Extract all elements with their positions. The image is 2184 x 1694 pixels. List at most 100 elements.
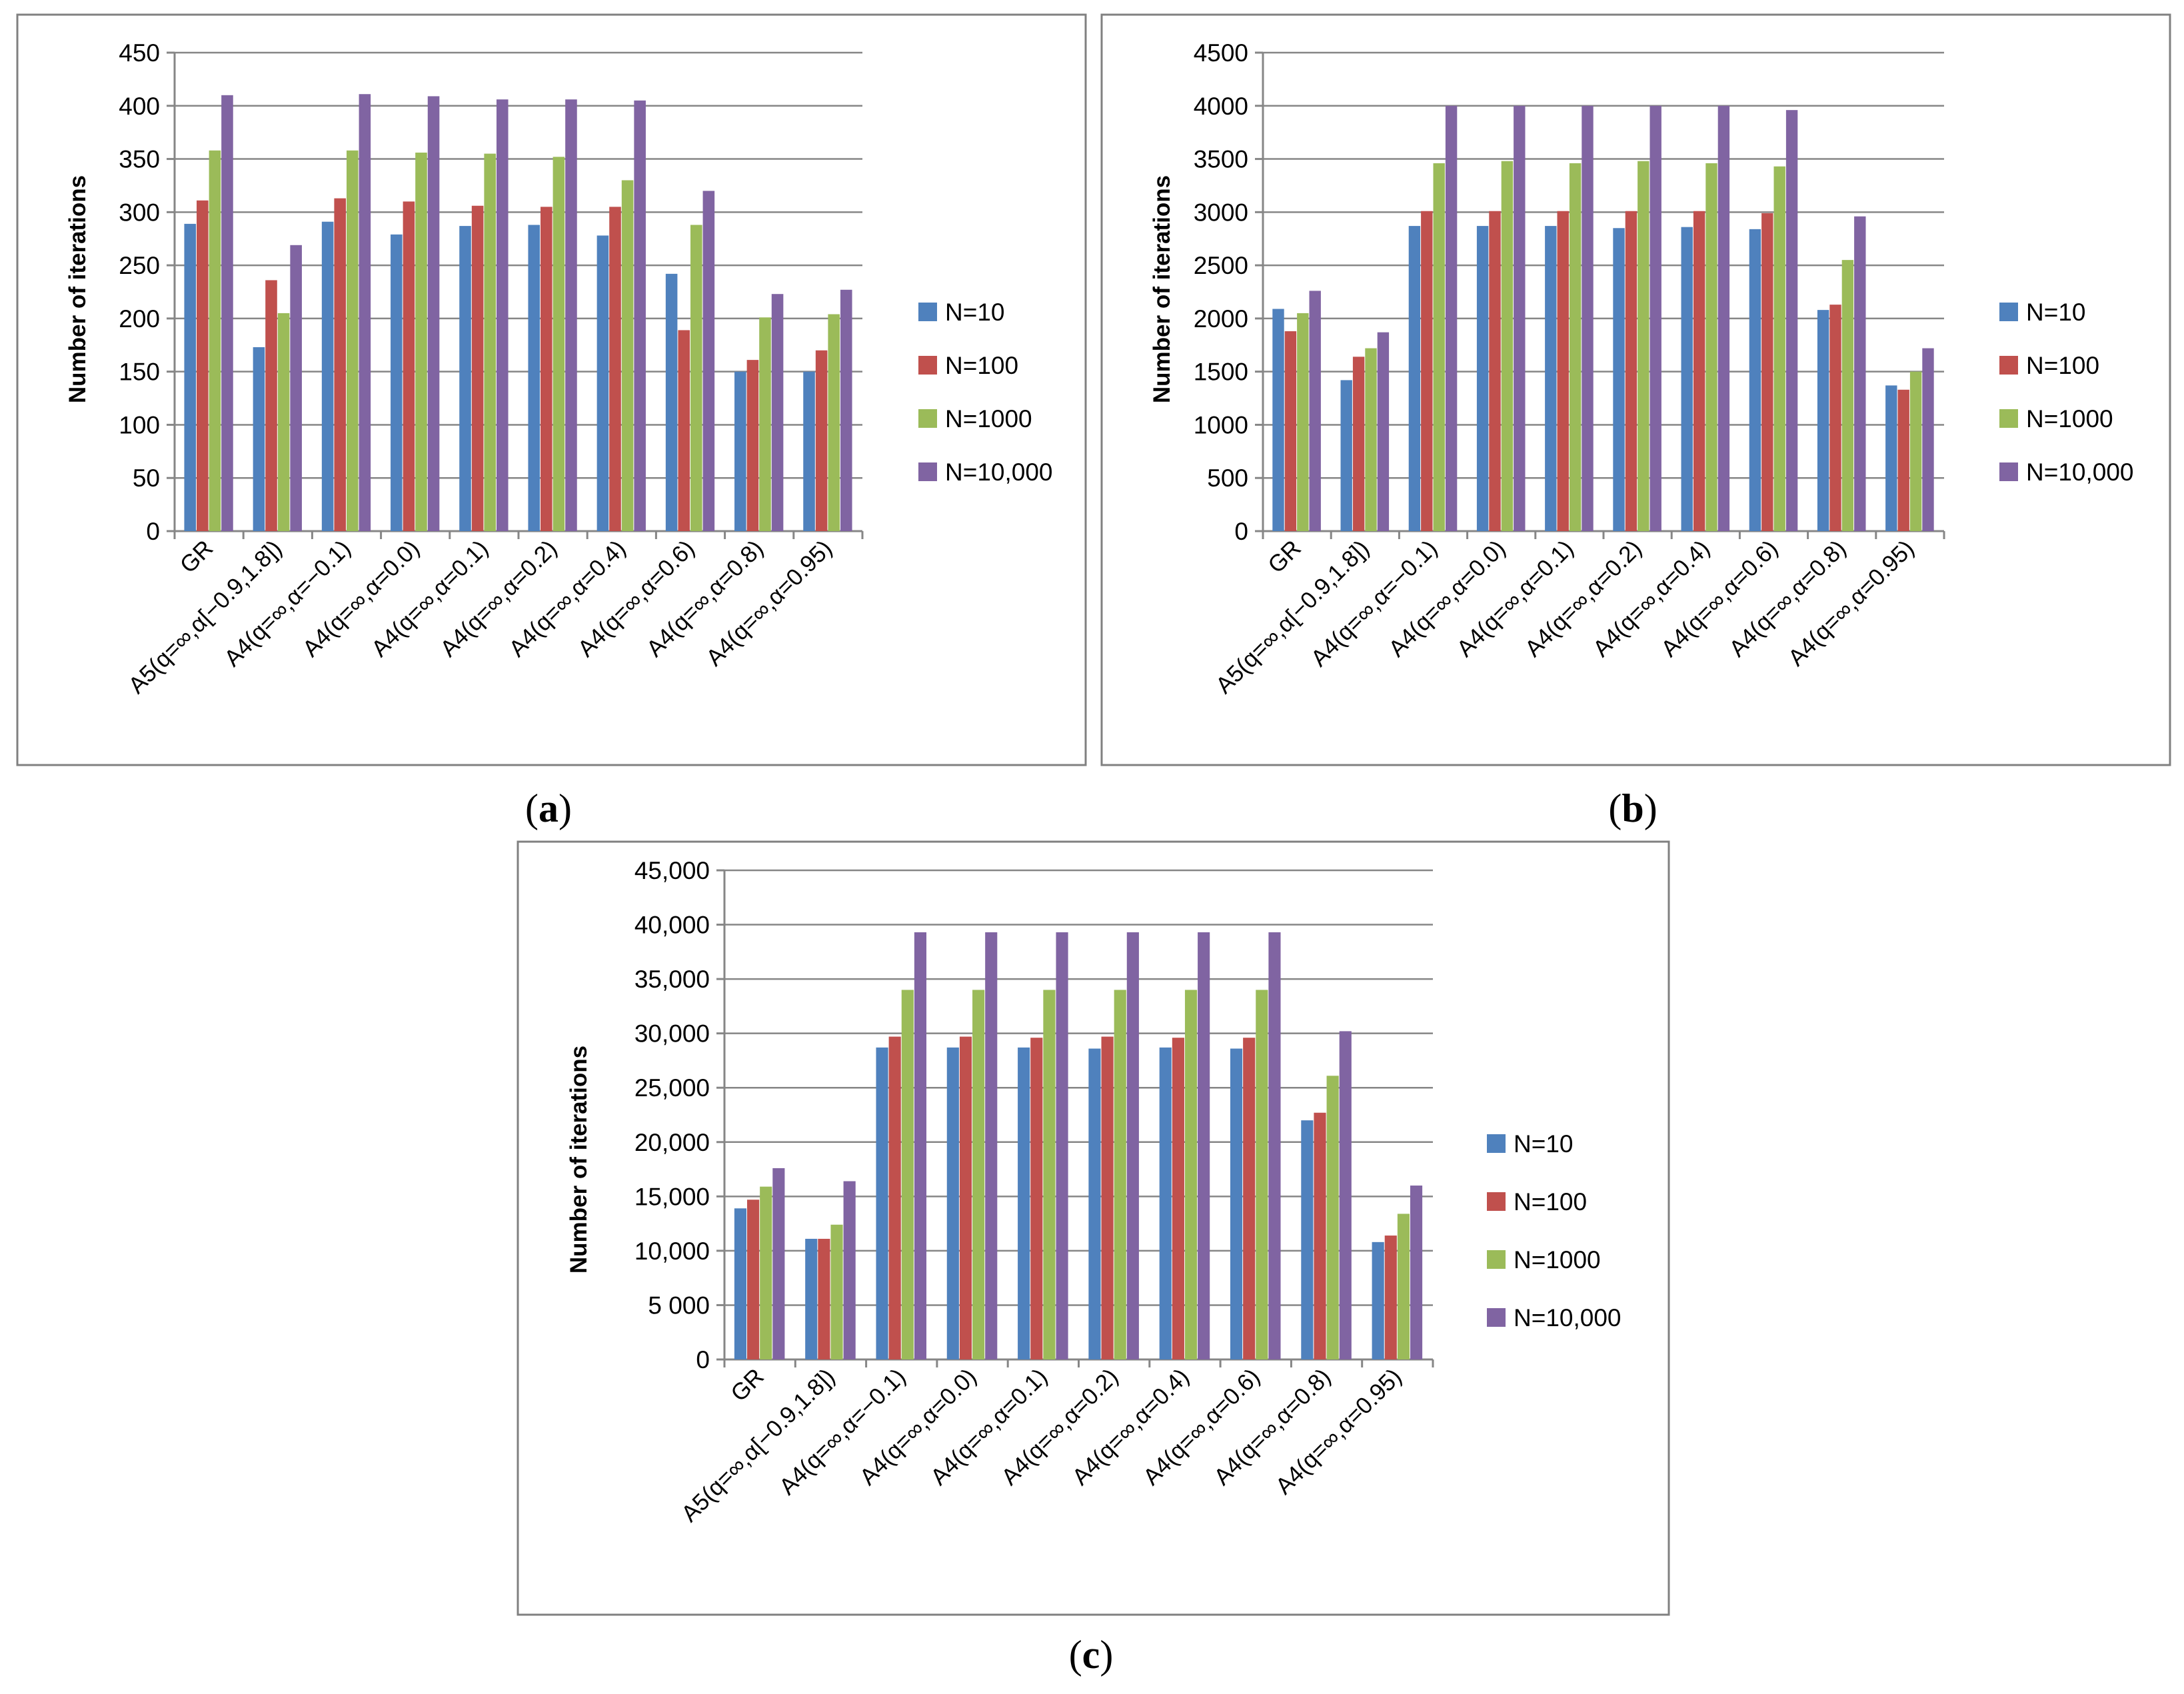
bar [1569,163,1582,532]
panel-label-a: (a) [525,786,572,830]
bar [1030,1038,1043,1359]
bar [184,223,197,531]
panel-label-b: (b) [1608,786,1657,830]
y-tick-label: 250 [119,252,160,279]
bar [1785,110,1798,531]
y-tick-label: 150 [119,359,160,386]
chart-c-y-axis-label: Number of iterations [566,1046,592,1273]
chart-b: Number of iterations 0 500 1000 1500 2000 250… [1100,13,2171,766]
bar [1761,213,1773,531]
y-tick-label: 0 [1234,518,1248,545]
legend-swatch [918,303,937,321]
legend-label: N=1000 [2026,405,2113,432]
bar [828,314,840,531]
y-tick-label: 350 [119,146,160,173]
bar [746,360,759,531]
bar [1101,1036,1114,1359]
bar [427,96,440,531]
y-tick-label: 1000 [1194,411,1248,438]
bar [1649,105,1661,531]
y-tick-label: 10,000 [634,1238,710,1265]
bar [1352,357,1365,531]
bar [1256,990,1268,1359]
legend-label: N=10 [2026,299,2085,326]
bar [253,347,265,531]
y-tick-label: 15,000 [634,1183,710,1210]
bar [334,198,346,531]
bar [734,371,746,531]
legend-label: N=1000 [1514,1246,1601,1273]
bar [1433,163,1445,532]
legend-swatch [918,409,937,428]
y-tick-label: 100 [119,411,160,438]
bar [1476,226,1489,531]
legend-label: N=100 [945,352,1018,379]
bar [840,289,852,531]
bar [747,1200,760,1359]
bar [459,226,471,531]
y-tick-label: 25,000 [634,1074,710,1102]
chart-c: Number of iterations 0 5 000 10,000 15,000 2… [517,840,1670,1616]
y-tick-label: 300 [119,199,160,226]
legend-swatch [1999,409,2018,428]
bar [471,205,484,531]
bar [985,932,998,1359]
bar [1172,1038,1184,1359]
bar [1817,310,1829,531]
y-tick-label: 0 [696,1346,710,1373]
bar [1922,348,1934,531]
bar [621,180,634,531]
bar [1301,1120,1314,1359]
bar [1638,161,1649,531]
bar [914,932,927,1359]
chart-a: Number of iterations 0 50 100 150 200 250 300 3… [16,13,1087,766]
bar [1749,229,1761,531]
bar [1018,1047,1030,1359]
legend-swatch [1487,1192,1506,1211]
bar [391,234,403,531]
legend-label: N=1000 [945,405,1032,432]
bar [1365,348,1377,531]
bar [972,990,985,1359]
bar [1705,163,1717,532]
bar [359,94,371,531]
bar [678,330,690,531]
y-tick-label: 400 [119,93,160,120]
bar [1421,211,1433,531]
legend-swatch [1487,1308,1506,1327]
y-tick-label: 50 [133,464,160,492]
bar [1198,932,1210,1359]
bar [876,1047,888,1359]
bar [830,1224,843,1359]
bar [843,1181,856,1359]
bar [1314,1112,1326,1359]
bar [959,1036,972,1359]
y-tick-label: 40,000 [634,912,710,939]
bar [1377,332,1390,531]
bar [1693,211,1705,531]
chart-a-y-axis-label: Number of iterations [65,175,91,403]
bar [803,371,815,531]
bar [347,150,359,531]
bar [1159,1047,1172,1359]
bar [552,157,565,531]
bar [759,317,771,531]
legend-swatch [1999,303,2018,321]
bar [1043,990,1056,1359]
panel-label-c: (c) [1069,1633,1114,1677]
bar [1309,291,1321,531]
bar [1088,1048,1101,1359]
bar [1909,371,1922,531]
bar [1397,1214,1410,1359]
bar [1885,385,1897,531]
legend-swatch [1487,1134,1506,1153]
y-tick-label: 35,000 [634,966,710,993]
bar [541,207,552,531]
bar [403,201,415,531]
y-tick-label: 2000 [1194,305,1248,333]
bar [415,152,427,531]
bar [702,191,715,531]
bar [1773,166,1785,532]
bar [321,221,334,531]
